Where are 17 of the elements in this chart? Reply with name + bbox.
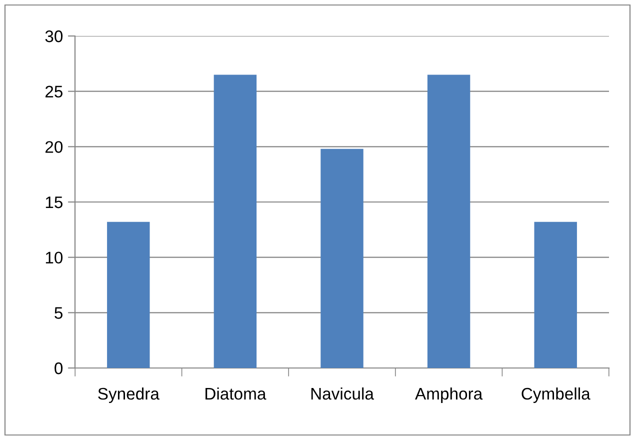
bar [534,222,577,368]
x-tick-label: Navicula [311,387,374,400]
x-tick-label: Synedra [98,387,160,403]
y-tick-label: 30 [45,30,63,42]
x-tick-label: Diatoma [206,387,266,400]
y-tick-label: 5 [54,307,62,319]
bar [107,222,150,368]
y-tick-label: 0 [54,362,63,374]
y-tick-label: 20 [45,141,63,153]
x-tick-label: Cymbella [522,387,590,403]
bar [427,74,470,368]
y-tick-label: 10 [46,252,63,264]
bar [320,148,364,368]
y-tick-label: 25 [45,86,62,98]
x-tick-label: Amphora [415,387,483,403]
y-tick-label: 15 [46,196,62,208]
bar [214,74,257,368]
